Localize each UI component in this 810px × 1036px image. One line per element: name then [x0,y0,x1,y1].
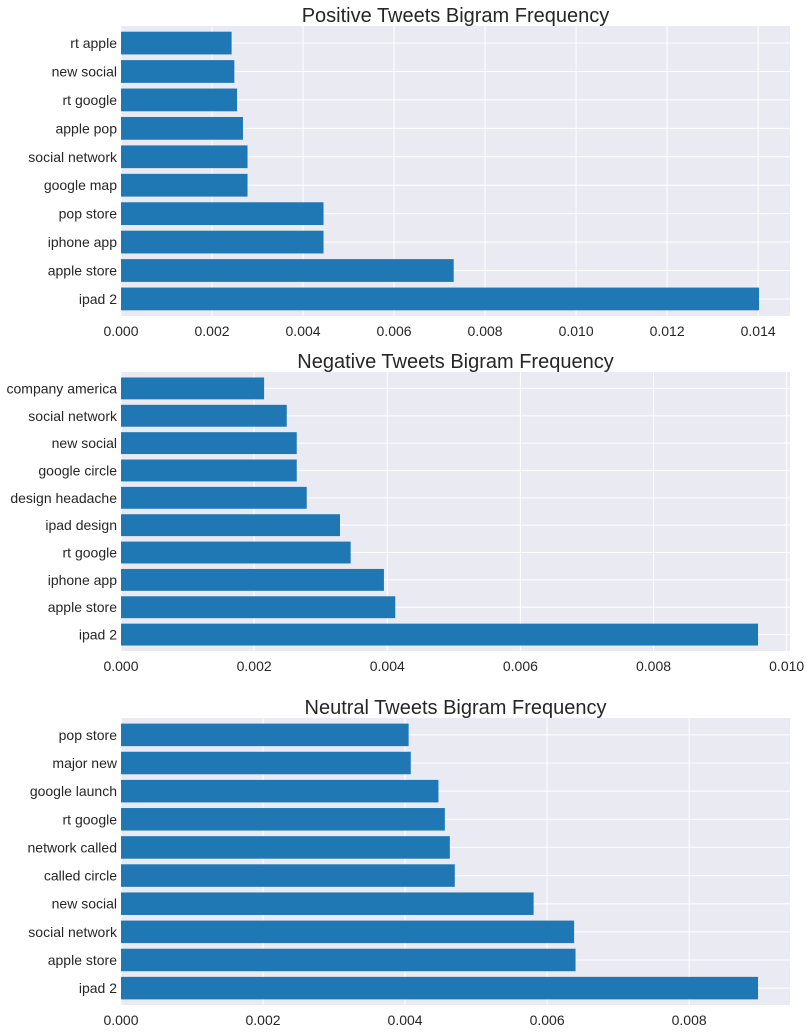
bar-ipad-2 [121,287,760,311]
bar-iphone-app [121,230,324,254]
x-tick-label: 0.002 [237,658,272,674]
bar-apple-store [121,596,396,619]
chart-title: Neutral Tweets Bigram Frequency [305,697,607,719]
bar-google-launch [121,779,439,803]
bar-google-map [121,173,248,197]
y-tick-label: google circle [38,462,117,478]
bar-pop-store [121,202,324,226]
chart-panel-3: pop store major new google launch rt google… [28,697,790,1028]
bar-design-headache [121,486,307,509]
bar-social-network [121,145,248,169]
y-tick-label: apple store [48,952,117,968]
y-tick-label: pop store [59,206,118,222]
bar-rt-google [121,808,445,831]
bar-called-circle [121,864,455,887]
y-tick-label: network called [28,839,118,855]
chart-panel-1: rt apple new social rt google apple pop soci… [28,5,790,339]
bar-apple-pop [121,116,243,140]
y-tick-label: rt google [63,92,118,108]
x-tick-label: 0.008 [672,1012,707,1028]
y-tick-label: ipad 2 [79,291,117,307]
y-tick-label: iphone app [48,572,118,588]
x-tick-label: 0.000 [103,1012,138,1028]
x-tick-label: 0.004 [370,658,405,674]
y-tick-label: new social [52,896,117,912]
x-tick-label: 0.004 [388,1012,423,1028]
y-tick-label: new social [52,63,117,79]
y-tick-label: social network [28,408,118,424]
chart-title: Positive Tweets Bigram Frequency [302,5,610,27]
y-tick-label: apple pop [55,120,117,136]
y-tick-label: ipad 2 [79,627,117,643]
x-tick-label: 0.008 [636,658,671,674]
bar-company-america [121,377,265,400]
bar-rt-google [121,88,238,112]
chart-panel-2: company america social network new social g… [7,351,805,674]
y-tick-label: pop store [59,727,118,743]
bar-google-circle [121,459,297,482]
y-tick-label: apple store [48,263,117,279]
y-tick-label: called circle [44,868,117,884]
bar-ipad-2 [121,623,759,646]
bar-new-social [121,892,534,915]
bar-apple-store [121,259,454,282]
x-tick-label: 0.006 [503,658,538,674]
bar-social-network [121,404,287,427]
x-tick-label: 0.000 [103,323,138,339]
x-tick-label: 0.012 [650,323,685,339]
chart-title: Negative Tweets Bigram Frequency [297,351,613,373]
y-tick-label: ipad design [45,517,117,533]
y-tick-label: social network [28,149,118,165]
y-tick-label: google map [44,177,117,193]
x-tick-label: 0.008 [468,323,503,339]
y-tick-label: google launch [30,783,117,799]
x-tick-label: 0.002 [194,323,229,339]
bar-major-new [121,751,411,775]
bar-social-network [121,920,575,944]
y-tick-label: company america [7,380,118,396]
bar-iphone-app [121,568,384,591]
x-tick-label: 0.000 [103,658,138,674]
y-tick-label: apple store [48,599,117,615]
bar-new-social [121,60,235,83]
x-tick-label: 0.006 [377,323,412,339]
y-tick-label: iphone app [48,234,118,250]
x-tick-label: 0.002 [246,1012,281,1028]
bar-ipad-design [121,514,341,537]
bar-new-social [121,432,297,455]
bar-rt-google [121,541,351,564]
x-tick-label: 0.010 [769,658,804,674]
y-tick-label: design headache [10,490,117,506]
bar-pop-store [121,723,409,747]
x-tick-label: 0.014 [741,323,776,339]
y-tick-label: new social [52,435,117,451]
y-tick-label: rt apple [70,35,117,51]
y-tick-label: rt google [63,811,118,827]
bar-network-called [121,836,450,859]
y-tick-label: ipad 2 [79,980,117,996]
y-tick-label: rt google [63,545,118,561]
x-tick-label: 0.006 [530,1012,565,1028]
bar-apple-store [121,948,576,972]
y-tick-label: social network [28,924,118,940]
x-tick-label: 0.004 [286,323,321,339]
y-tick-label: major new [52,755,117,771]
x-tick-label: 0.010 [559,323,594,339]
bar-rt-apple [121,31,232,55]
bar-ipad-2 [121,976,759,1000]
